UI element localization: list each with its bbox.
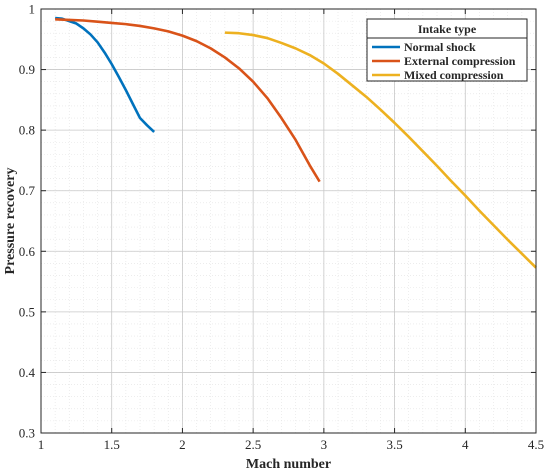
series-line-external-compression [55, 18, 321, 183]
y-tick-label: 0.6 [19, 244, 36, 259]
x-tick-label: 4 [462, 437, 469, 452]
series-layer [55, 16, 537, 269]
x-tick-labels: 1 1.5 2 2.5 3 3.5 4 4.5 [38, 437, 544, 452]
y-tick-label: 0.7 [19, 183, 36, 198]
x-tick-label: 2 [179, 437, 186, 452]
y-axis-label: Pressure recovery [3, 168, 18, 275]
legend-title: Intake type [418, 22, 477, 36]
legend-label-normal-shock: Normal shock [404, 40, 476, 54]
series-line-mixed-compression [224, 31, 537, 269]
x-tick-label: 1 [38, 437, 45, 452]
x-tick-label: 4.5 [528, 437, 544, 452]
y-tick-label: 1 [29, 2, 36, 17]
axis-ticks [40, 8, 537, 434]
x-axis-label: Mach number [246, 457, 331, 472]
y-tick-label: 0.5 [19, 304, 35, 319]
y-tick-label: 0.4 [19, 365, 36, 380]
plot-frame [40, 8, 537, 434]
x-tick-label: 1.5 [104, 437, 120, 452]
legend-box [366, 18, 528, 82]
y-tick-label: 0.9 [19, 62, 35, 77]
x-tick-label: 2.5 [245, 437, 261, 452]
legend-label-external-compression: External compression [404, 54, 516, 68]
y-tick-labels: 0.3 0.4 0.5 0.6 0.7 0.8 0.9 1 [19, 2, 36, 441]
x-tick-label: 3 [321, 437, 328, 452]
legend-label-mixed-compression: Mixed compression [404, 68, 504, 82]
series-line-normal-shock [55, 16, 156, 133]
y-tick-label: 0.8 [19, 123, 35, 138]
y-tick-label: 0.3 [19, 426, 35, 441]
x-tick-label: 3.5 [386, 437, 402, 452]
